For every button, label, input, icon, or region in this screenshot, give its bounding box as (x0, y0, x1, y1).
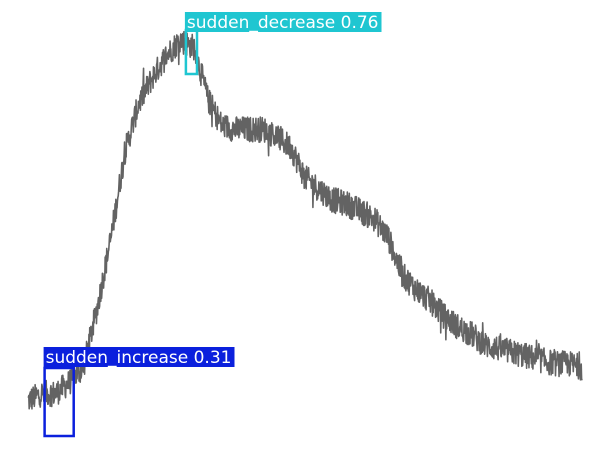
detection-label: sudden_increase 0.31 (46, 348, 232, 368)
detection-layer: sudden_decrease 0.76 sudden_increase 0.31 (43, 12, 382, 438)
detection-box (43, 366, 75, 438)
detection-label-background (43, 347, 235, 367)
detection-label-background (184, 12, 382, 32)
series-line (27, 30, 583, 410)
series-layer (27, 30, 583, 410)
detection-label: sudden_decrease 0.76 (187, 13, 379, 33)
